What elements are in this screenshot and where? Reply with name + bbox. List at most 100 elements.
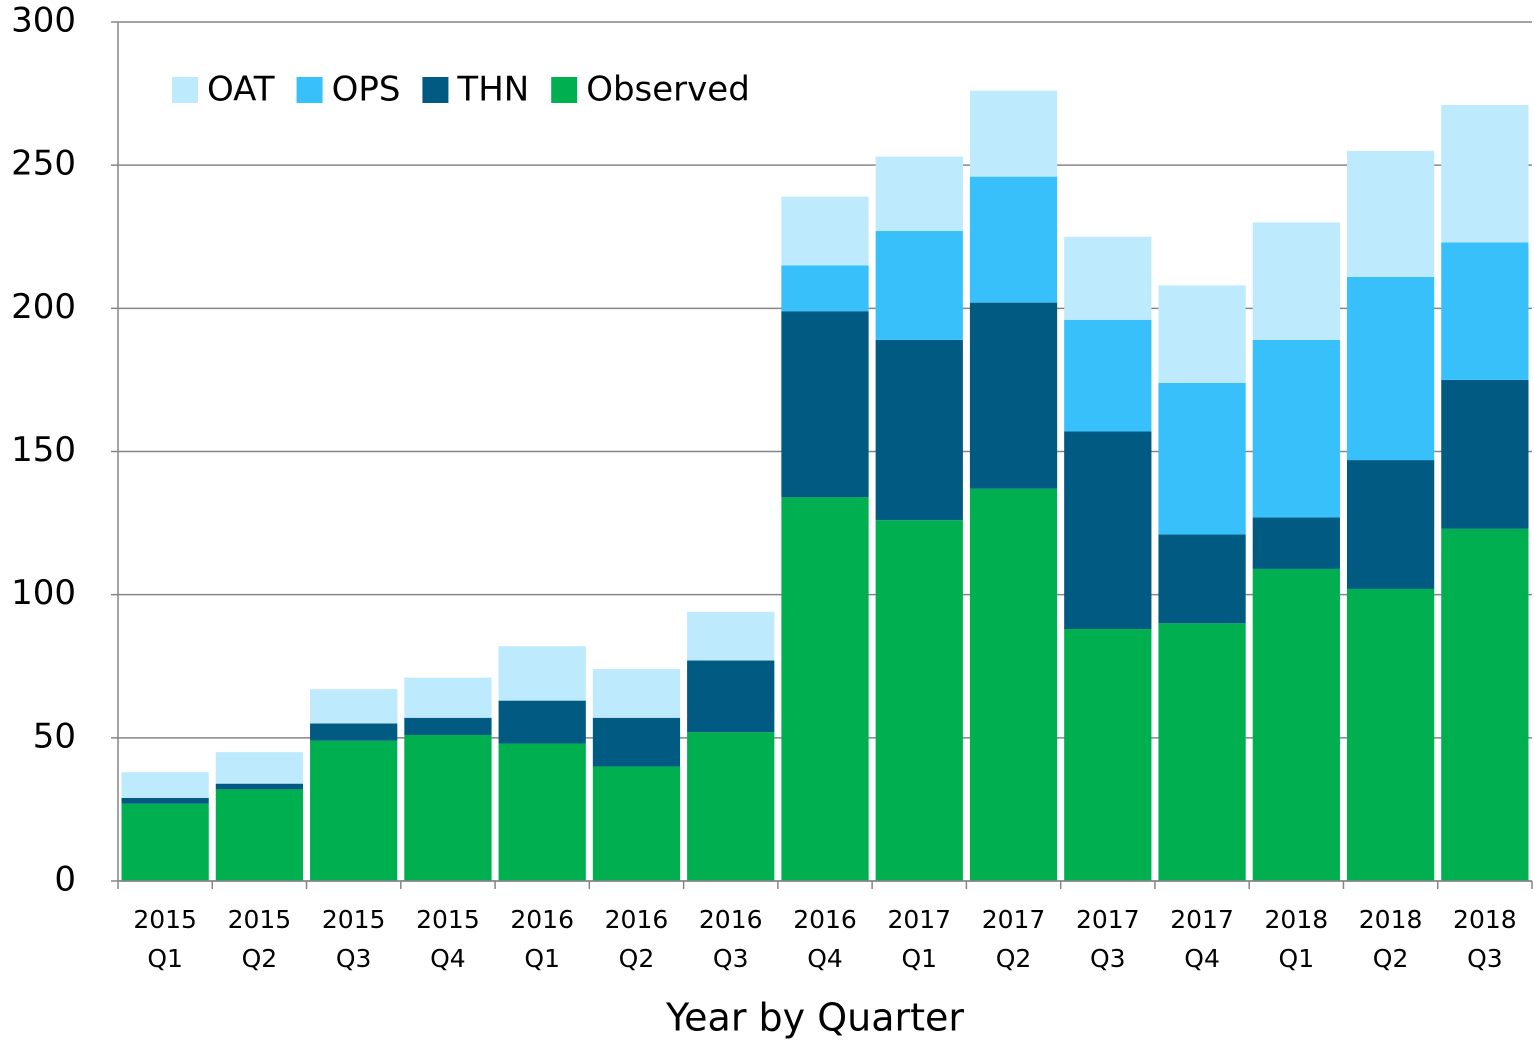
x-tick-label: 2016 xyxy=(605,905,669,934)
bar-segment xyxy=(969,302,1058,489)
legend-label: THN xyxy=(456,70,529,110)
bar-segment xyxy=(687,611,775,661)
bar-segment xyxy=(215,783,304,790)
bar-segment xyxy=(1252,568,1340,881)
x-tick-label: Q3 xyxy=(1467,944,1503,973)
x-tick-label: Q1 xyxy=(901,944,937,973)
x-tick-label: 2017 xyxy=(982,905,1046,934)
x-tick-label: Q3 xyxy=(336,944,372,973)
legend-swatch xyxy=(422,77,449,103)
bar-segment xyxy=(1441,528,1529,881)
bar-segment xyxy=(1158,285,1246,383)
bar-segment xyxy=(875,156,963,232)
bar-segment xyxy=(969,488,1058,881)
bar-segment xyxy=(592,717,681,767)
x-axis-label: Year by Quarter xyxy=(665,996,964,1040)
bar-segment xyxy=(875,520,963,881)
bar-segment xyxy=(1064,629,1152,881)
bar-segment xyxy=(1158,382,1246,535)
y-tick-label: 100 xyxy=(11,573,76,613)
bar-segment xyxy=(1252,222,1340,340)
bar-segment xyxy=(1346,460,1435,589)
x-tick-label: 2015 xyxy=(228,905,292,934)
x-tick-label: 2017 xyxy=(1170,905,1234,934)
y-tick-label: 250 xyxy=(11,144,76,184)
bar-segment xyxy=(969,176,1058,303)
x-tick-label: Q2 xyxy=(996,944,1032,973)
bar-segment xyxy=(969,90,1058,177)
x-tick-label: 2015 xyxy=(322,905,386,934)
bar-segment xyxy=(121,797,209,804)
x-tick-label: Q2 xyxy=(619,944,655,973)
legend-swatch xyxy=(296,77,323,103)
bar-segment xyxy=(1064,319,1152,432)
x-tick-label: Q4 xyxy=(430,944,466,973)
x-tick-label: 2018 xyxy=(1359,905,1423,934)
bar-segment xyxy=(781,265,869,312)
bar-segment xyxy=(1441,379,1529,529)
x-tick-label: Q1 xyxy=(524,944,560,973)
bar-segment xyxy=(310,723,398,741)
bar-segment xyxy=(781,196,869,266)
x-tick-label: 2016 xyxy=(699,905,763,934)
bar-segment xyxy=(310,740,398,881)
legend-label: OPS xyxy=(332,70,401,110)
bar-segment xyxy=(1346,150,1435,277)
legend-swatch xyxy=(551,77,578,103)
y-tick-label: 50 xyxy=(33,716,76,756)
x-tick-label: Q4 xyxy=(1184,944,1220,973)
x-tick-label: 2018 xyxy=(1453,905,1517,934)
bar-segment xyxy=(1252,517,1340,569)
bar-segment xyxy=(1441,105,1529,243)
x-tick-label: Q1 xyxy=(147,944,183,973)
bar-segment xyxy=(498,743,586,881)
legend-label: Observed xyxy=(586,70,750,110)
bar-segment xyxy=(1346,276,1435,461)
bar-segment xyxy=(404,717,492,735)
bar-segment xyxy=(310,689,398,724)
x-tick-label: Q2 xyxy=(1373,944,1409,973)
bar-segment xyxy=(592,766,681,881)
x-tick-label: 2015 xyxy=(416,905,480,934)
bar-segment xyxy=(121,803,209,881)
x-tick-label: 2017 xyxy=(887,905,951,934)
bar-segment xyxy=(1346,588,1435,881)
x-tick-label: 2018 xyxy=(1265,905,1329,934)
bar-segment xyxy=(1064,236,1152,320)
x-tick-label: Q3 xyxy=(1090,944,1126,973)
bar-segment xyxy=(592,669,681,718)
x-tick-label: Q4 xyxy=(807,944,843,973)
bar-segment xyxy=(875,339,963,521)
y-tick-label: 0 xyxy=(54,860,76,900)
x-tick-label: 2015 xyxy=(133,905,197,934)
bar-segment xyxy=(498,700,586,744)
x-tick-label: 2017 xyxy=(1076,905,1140,934)
x-tick-label: 2016 xyxy=(793,905,857,934)
bar-segment xyxy=(215,789,304,881)
legend-label: OAT xyxy=(207,70,275,110)
y-tick-label: 200 xyxy=(11,287,76,327)
bar-segment xyxy=(781,311,869,498)
x-tick-label: Q2 xyxy=(242,944,278,973)
x-tick-label: Q3 xyxy=(713,944,749,973)
legend-swatch xyxy=(172,77,198,103)
y-tick-label: 150 xyxy=(11,430,76,470)
y-tick-label: 300 xyxy=(11,1,76,41)
bar-segment xyxy=(875,231,963,340)
bar-segment xyxy=(404,734,492,881)
bar-segment xyxy=(1158,534,1246,624)
bar-segment xyxy=(1252,339,1340,518)
bar-segment xyxy=(1158,623,1246,881)
bar-segment xyxy=(781,497,869,881)
x-tick-label: Q1 xyxy=(1279,944,1315,973)
bar-segment xyxy=(687,732,775,881)
bar-segment xyxy=(121,772,209,798)
bar-segment xyxy=(1441,242,1529,380)
bar-segment xyxy=(1064,431,1152,630)
x-tick-label: 2016 xyxy=(510,905,574,934)
bar-segment xyxy=(687,660,775,733)
bar-segment xyxy=(498,646,586,701)
bar-segment xyxy=(404,677,492,718)
bar-segment xyxy=(215,752,304,784)
